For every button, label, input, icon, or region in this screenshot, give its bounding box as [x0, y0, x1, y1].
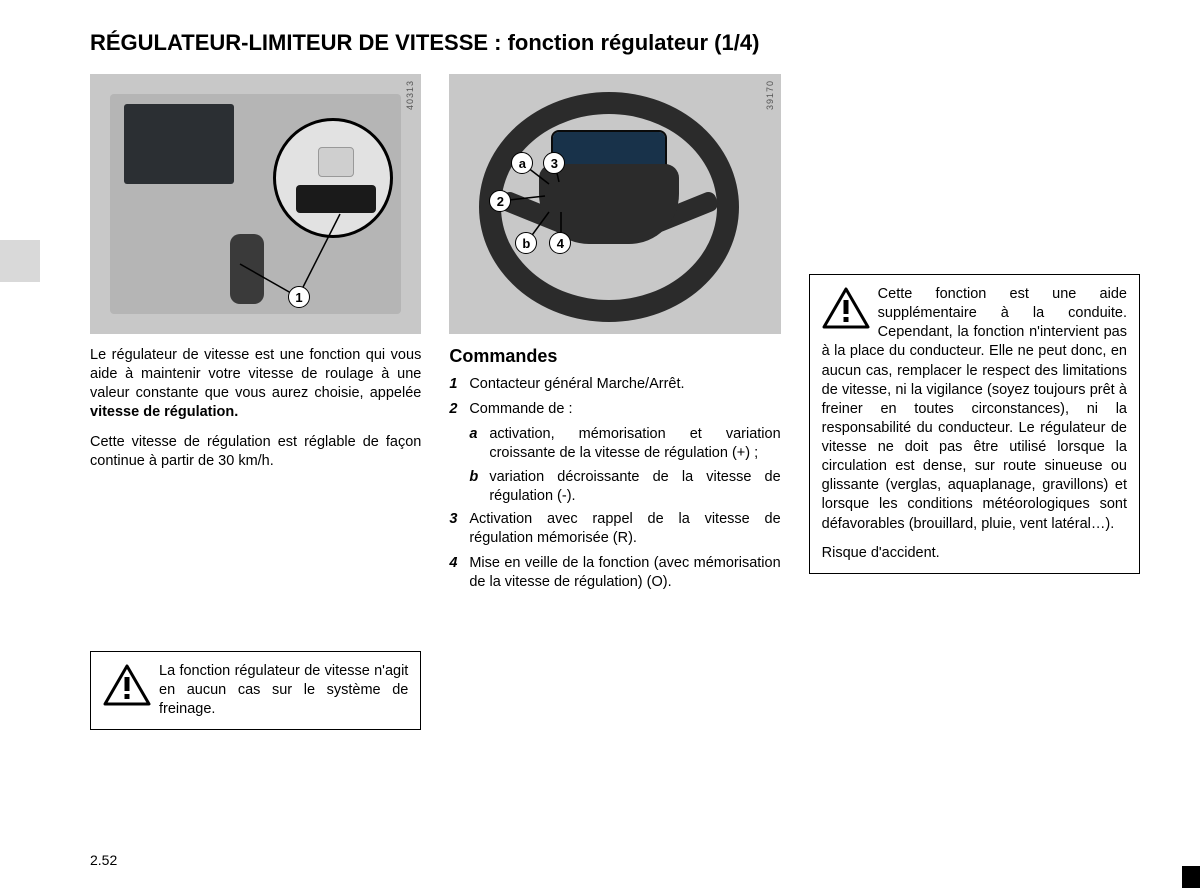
cmd-num: 4 [449, 554, 469, 592]
cmd-text: Commande de : [469, 400, 572, 419]
warning-icon [822, 287, 870, 329]
cmd-item-1: 1 Contacteur général Marche/Arrêt. [449, 375, 780, 394]
cmd-letter: b [469, 468, 489, 506]
column-3: Cette fonction est une aide supplémentai… [809, 74, 1140, 730]
warning-box-large: Cette fonction est une aide supplémentai… [809, 274, 1140, 574]
commands-list: 1 Contacteur général Marche/Arrêt. 2 Com… [449, 375, 780, 592]
intro-p1-pre: Le régulateur de vitesse est une fonctio… [90, 347, 421, 401]
intro-p1: Le régulateur de vitesse est une fonctio… [90, 346, 421, 423]
cmd-text: Activation avec rappel de la vitesse de … [469, 510, 780, 548]
section-tab [0, 240, 40, 282]
cmd-num: 1 [449, 375, 469, 394]
figure-console: 40313 1 [90, 74, 421, 334]
cmd-text: Contacteur général Marche/Arrêt. [469, 375, 684, 394]
page-title: RÉGULATEUR-LIMITEUR DE VITESSE : fonctio… [90, 30, 1140, 56]
cmd-text: variation décroissante de la vitesse de … [489, 468, 780, 506]
figure-steering-wheel: 39170 a 3 2 b [449, 74, 780, 334]
cmd-sub-a: a activation, mémorisation et variation … [469, 425, 780, 463]
column-2: 39170 a 3 2 b [449, 74, 780, 730]
warning-small-text: La fonction régulateur de vitesse n'agit… [159, 663, 408, 717]
corner-mark [1182, 866, 1200, 888]
cmd-letter: a [469, 425, 489, 463]
cmd-num: 2 [449, 400, 469, 419]
intro-p1-bold: vitesse de régulation. [90, 404, 238, 420]
warning-icon [103, 664, 151, 706]
cmd-item-4: 4 Mise en veille de la fonction (avec mé… [449, 554, 780, 592]
cmd-text: activation, mémorisation et variation cr… [489, 425, 780, 463]
manual-page: RÉGULATEUR-LIMITEUR DE VITESSE : fonctio… [0, 0, 1200, 750]
content-columns: 40313 1 Le régulateur de vitesse est u [90, 74, 1140, 730]
cmd-text: Mise en veille de la fonction (avec mémo… [469, 554, 780, 592]
cmd-item-3: 3 Activation avec rappel de la vitesse d… [449, 510, 780, 548]
page-number: 2.52 [90, 852, 117, 868]
cmd-num: 3 [449, 510, 469, 548]
warning-large-p2: Risque d'accident. [822, 544, 1127, 563]
callout-1: 1 [288, 286, 310, 308]
cmd-item-2: 2 Commande de : [449, 400, 780, 419]
cmd-sub-b: b variation décroissante de la vitesse d… [469, 468, 780, 506]
intro-p2: Cette vitesse de régulation est réglable… [90, 433, 421, 471]
intro-text: Le régulateur de vitesse est une fonctio… [90, 346, 421, 471]
column-1: 40313 1 Le régulateur de vitesse est u [90, 74, 421, 730]
warning-box-small: La fonction régulateur de vitesse n'agit… [90, 651, 421, 730]
commands-heading: Commandes [449, 346, 780, 367]
spacer [809, 74, 1140, 274]
